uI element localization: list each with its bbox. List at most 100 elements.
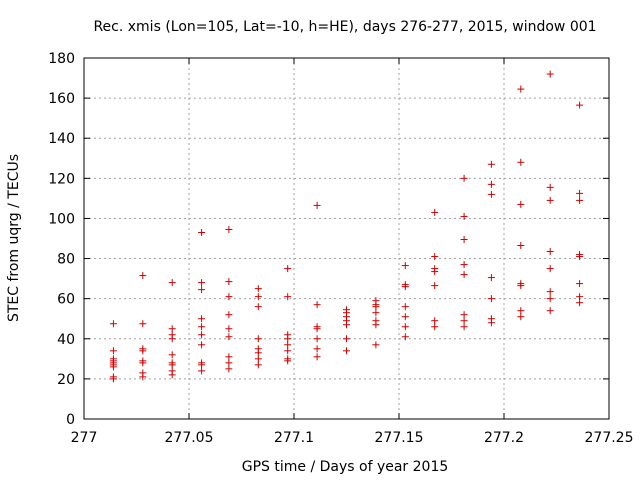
data-point xyxy=(313,323,321,331)
data-point xyxy=(431,208,439,216)
data-point xyxy=(460,311,468,319)
data-point xyxy=(517,242,525,250)
data-point xyxy=(284,293,292,301)
data-point xyxy=(546,248,554,256)
data-point xyxy=(460,236,468,244)
data-point xyxy=(546,183,554,191)
data-point xyxy=(313,335,321,343)
data-point xyxy=(284,331,292,339)
data-point xyxy=(576,251,584,259)
data-point xyxy=(254,355,262,363)
data-point xyxy=(487,295,495,303)
data-point xyxy=(198,331,206,339)
data-point xyxy=(139,357,147,365)
grid xyxy=(84,58,609,419)
x-axis-ticks: 277 277.05 277.1 277.15 277.2 277.25 xyxy=(71,58,634,446)
data-point xyxy=(225,359,233,367)
data-point xyxy=(168,359,176,367)
data-point xyxy=(546,307,554,315)
x-tick-label: 277.25 xyxy=(585,430,634,446)
data-point xyxy=(254,345,262,353)
y-axis-label: STEC from uqrg / TECUs xyxy=(6,154,22,322)
data-point xyxy=(225,353,233,361)
data-point xyxy=(139,369,147,377)
data-point xyxy=(546,70,554,78)
data-point xyxy=(343,335,350,343)
data-point xyxy=(401,262,409,270)
data-point xyxy=(401,313,409,321)
y-tick-label: 80 xyxy=(57,252,75,268)
x-tick-label: 277.15 xyxy=(375,430,424,446)
data-point xyxy=(576,280,584,288)
data-point xyxy=(225,365,233,373)
data-point xyxy=(139,320,147,328)
data-point xyxy=(460,174,468,182)
data-point xyxy=(343,306,350,314)
data-point xyxy=(431,282,439,290)
data-point xyxy=(372,317,380,325)
data-point xyxy=(546,295,554,303)
data-point xyxy=(431,265,439,273)
data-point xyxy=(546,196,554,204)
x-tick-label: 277 xyxy=(71,430,98,446)
data-point xyxy=(517,280,525,288)
x-tick-label: 277.2 xyxy=(484,430,524,446)
data-point xyxy=(546,288,554,296)
data-point xyxy=(198,367,206,375)
data-point xyxy=(139,345,147,353)
data-point xyxy=(343,347,350,355)
data-point xyxy=(168,279,176,287)
data-point xyxy=(254,361,262,369)
data-point xyxy=(198,323,206,331)
data-point xyxy=(254,285,262,293)
data-point xyxy=(225,333,233,341)
data-point xyxy=(576,101,584,109)
data-point xyxy=(372,297,380,305)
data-point xyxy=(460,317,468,325)
data-point xyxy=(546,265,554,273)
data-point xyxy=(487,160,495,168)
data-point xyxy=(487,315,495,323)
data-point xyxy=(225,293,233,301)
data-point xyxy=(431,253,439,261)
data-point xyxy=(517,313,525,321)
data-point xyxy=(487,190,495,198)
data-point xyxy=(401,323,409,331)
y-tick-label: 160 xyxy=(48,91,75,107)
y-tick-label: 120 xyxy=(48,171,75,187)
y-axis-ticks: 0 20 40 60 80 100 120 140 160 180 xyxy=(48,51,609,428)
data-point xyxy=(225,278,233,286)
y-tick-label: 0 xyxy=(66,412,75,428)
data-point xyxy=(168,331,176,339)
data-point xyxy=(284,341,292,349)
data-point xyxy=(460,261,468,269)
data-point xyxy=(460,212,468,220)
data-point xyxy=(198,359,206,367)
x-tick-label: 277.1 xyxy=(274,430,314,446)
data-point xyxy=(139,272,147,280)
x-tick-label: 277.05 xyxy=(165,430,214,446)
x-axis-label: GPS time / Days of year 2015 xyxy=(242,459,449,475)
data-point xyxy=(225,311,233,319)
data-point xyxy=(109,347,117,355)
data-point xyxy=(576,299,584,307)
data-point xyxy=(401,281,409,289)
data-point xyxy=(460,323,468,331)
data-point xyxy=(401,333,409,341)
data-point xyxy=(168,367,176,375)
data-points xyxy=(109,70,584,383)
data-point xyxy=(109,375,117,383)
data-point xyxy=(313,301,321,309)
data-point xyxy=(225,225,233,233)
plot-frame xyxy=(83,57,610,420)
data-point xyxy=(517,200,525,208)
data-point xyxy=(198,341,206,349)
data-point xyxy=(109,355,117,363)
data-point xyxy=(254,293,262,301)
data-point xyxy=(225,325,233,333)
data-point xyxy=(517,307,525,315)
y-tick-label: 40 xyxy=(57,332,75,348)
data-point xyxy=(576,189,584,197)
data-point xyxy=(284,355,292,363)
